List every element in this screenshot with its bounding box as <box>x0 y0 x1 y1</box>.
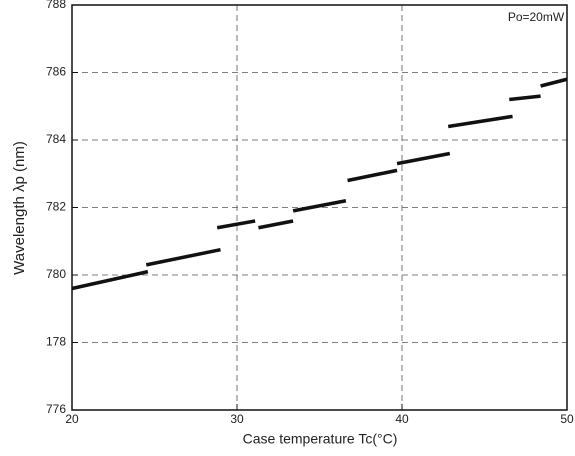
mode-segment <box>540 77 568 88</box>
y-tick-label: 776 <box>46 402 66 416</box>
mode-segment <box>396 151 451 166</box>
mode-segment <box>258 219 294 230</box>
mode-segment <box>71 269 149 291</box>
mode-segment <box>216 219 256 230</box>
x-tick-label: 20 <box>65 412 79 426</box>
annotation: Po=20mW <box>508 10 565 24</box>
y-tick-label: 782 <box>46 200 66 214</box>
y-tick-label: 786 <box>46 65 66 79</box>
y-tick-label: 788 <box>46 0 66 11</box>
x-tick-label: 30 <box>230 412 244 426</box>
mode-segment <box>347 168 398 183</box>
mode-segment <box>292 199 347 213</box>
plot-frame <box>71 4 568 411</box>
x-tick-label: 40 <box>395 412 409 426</box>
mode-segment <box>145 247 221 267</box>
y-tick-label: 784 <box>46 132 66 146</box>
x-tick-label: 50 <box>560 412 574 426</box>
y-tick-label: 178 <box>46 335 66 349</box>
mode-segment <box>447 114 513 129</box>
y-tick-label: 780 <box>46 267 66 281</box>
mode-segment <box>509 94 541 102</box>
y-axis-label: Wavelength λp (nm) <box>11 141 28 275</box>
x-axis-label: Case temperature Tc(°C) <box>243 431 398 447</box>
